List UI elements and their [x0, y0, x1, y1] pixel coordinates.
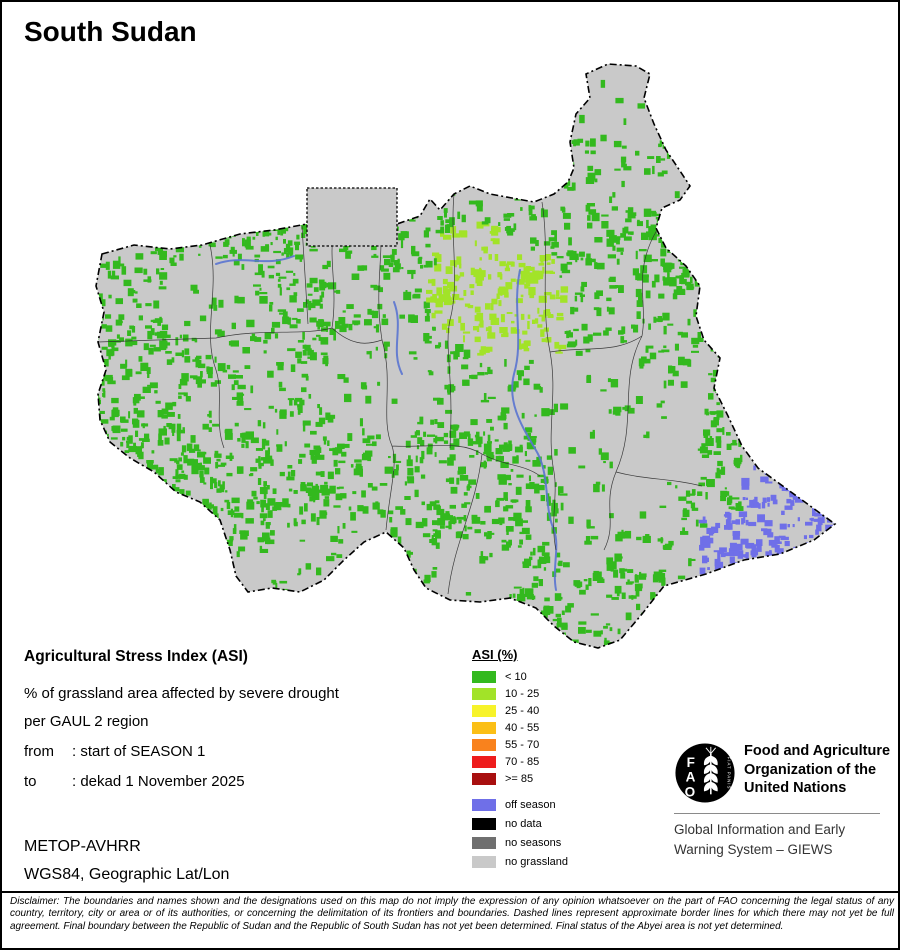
legend-item: no data	[472, 818, 622, 830]
fao-name-line3: United Nations	[744, 780, 847, 796]
page-title: South Sudan	[24, 16, 197, 47]
from-value: : start of SEASON 1	[72, 743, 206, 760]
legend-label: off season	[505, 799, 556, 811]
fao-letter-o: O	[685, 784, 696, 799]
period-to-row: to : dekad 1 November 2025	[24, 773, 245, 790]
national-boundary	[95, 63, 837, 649]
asi-description-line2: per GAUL 2 region	[24, 713, 149, 730]
legend-swatch	[472, 799, 496, 811]
legend-item: 40 - 55	[472, 722, 622, 734]
fao-letter-a: A	[686, 770, 696, 785]
disclaimer-text: Disclaimer: The boundaries and names sho…	[2, 891, 900, 933]
sensor-name: METOP-AVHRR	[24, 838, 141, 855]
projection-name: WGS84, Geographic Lat/Lon	[24, 866, 230, 883]
legend-swatch	[472, 739, 496, 751]
legend-swatch	[472, 773, 496, 785]
legend-swatch	[472, 856, 496, 868]
legend-label: 10 - 25	[505, 688, 540, 700]
legend-label: no data	[505, 818, 542, 830]
legend-asi-classes: < 10 10 - 25 25 - 40 40 - 55 55 - 70 70 - 85 >…	[472, 671, 622, 785]
fao-motto: FIAT PANIS	[726, 757, 731, 790]
legend-item: 55 - 70	[472, 739, 622, 751]
legend-item: 70 - 85	[472, 756, 622, 768]
fao-name-line1: Food and Agriculture	[744, 743, 891, 759]
legend-label: 70 - 85	[505, 756, 540, 768]
to-value: : dekad 1 November 2025	[72, 773, 245, 790]
legend-swatch	[472, 671, 496, 683]
legend-label: < 10	[505, 671, 527, 683]
river-line	[215, 255, 558, 591]
admin-boundaries	[97, 193, 703, 595]
giews-line2: Warning System – GIEWS	[674, 842, 833, 857]
legend-swatch	[472, 756, 496, 768]
legend-item: off season	[472, 799, 622, 811]
fao-letter-f: F	[687, 755, 695, 770]
legend-label: 40 - 55	[505, 722, 540, 734]
legend-swatch	[472, 837, 496, 849]
from-label: from	[24, 743, 54, 760]
legend-label: no seasons	[505, 837, 562, 849]
legend-item: no grassland	[472, 856, 622, 868]
legend-item: no seasons	[472, 837, 622, 849]
fao-name-block: Food and Agriculture Organization of the…	[744, 742, 890, 798]
giews-line1: Global Information and Early	[674, 822, 846, 837]
asi-heading: Agricultural Stress Index (ASI)	[24, 648, 248, 665]
fao-name-line2: Organization of the	[744, 761, 877, 778]
wheat-ear-icon	[703, 746, 718, 795]
legend-extra-classes: off season no data no seasons no grassland	[472, 799, 622, 868]
legend-item: 10 - 25	[472, 688, 622, 700]
period-from-row: from : start of SEASON 1	[24, 743, 205, 760]
legend-item: < 10	[472, 671, 622, 683]
legend-swatch	[472, 818, 496, 830]
map-legend: ASI (%) < 10 10 - 25 25 - 40 40 - 55 55 - 70…	[472, 647, 622, 875]
legend-swatch	[472, 722, 496, 734]
legend-label: no grassland	[505, 856, 568, 868]
legend-swatch	[472, 705, 496, 717]
legend-label: 55 - 70	[505, 739, 540, 751]
legend-label: >= 85	[505, 773, 534, 785]
legend-item: >= 85	[472, 773, 622, 785]
fao-logo: F A O FIAT PANIS	[675, 743, 735, 803]
asi-description-line1: % of grassland area affected by severe d…	[24, 685, 339, 702]
legend-item: 25 - 40	[472, 705, 622, 717]
legend-title: ASI (%)	[472, 647, 518, 662]
giews-block: Global Information and Early Warning Sys…	[674, 820, 845, 860]
to-label: to	[24, 773, 37, 790]
fao-divider-line	[674, 813, 880, 814]
legend-label: 25 - 40	[505, 705, 540, 717]
abyei-dashed-box	[306, 187, 398, 247]
legend-swatch	[472, 688, 496, 700]
